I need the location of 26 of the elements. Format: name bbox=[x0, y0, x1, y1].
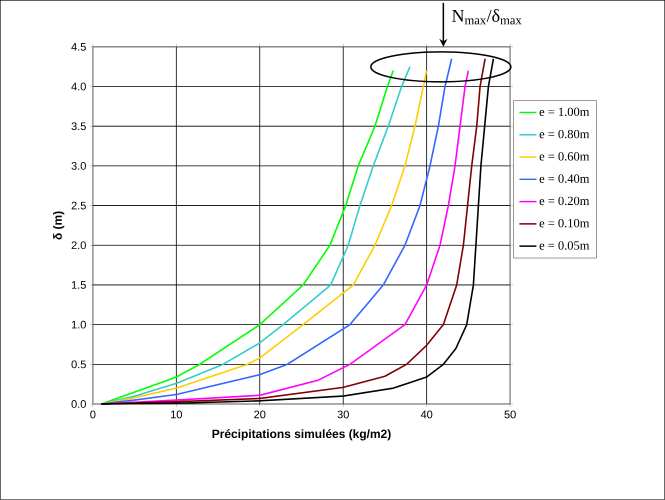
y-tick-label: 2.5 bbox=[72, 202, 86, 210]
y-tick-label: 2.0 bbox=[72, 241, 86, 250]
text: N$_{max}$/δ$_{max}$ bbox=[452, 9, 522, 24]
y-tick-label: 0.5 bbox=[72, 360, 86, 368]
y-tick-label: 0.0 bbox=[72, 400, 86, 408]
legend-label: e = 0.20m bbox=[540, 196, 590, 206]
x-tick-label: 40 bbox=[420, 410, 432, 418]
y-tick-label: 4.5 bbox=[71, 43, 86, 51]
x-tick-label: 50 bbox=[504, 410, 516, 418]
y-axis-title: δ (m) bbox=[53, 211, 64, 240]
x-tick-label: 0 bbox=[90, 410, 96, 418]
x-tick-label: 20 bbox=[254, 410, 266, 418]
legend-label: e = 1.00m bbox=[540, 108, 590, 116]
legend-label: e = 0.40m bbox=[540, 174, 590, 183]
y-tick-label: 3.5 bbox=[72, 122, 86, 130]
y-tick-label: 3.0 bbox=[72, 162, 86, 170]
legend-label: e = 0.60m bbox=[540, 152, 590, 161]
legend-label: e = 0.05m bbox=[540, 241, 590, 250]
x-axis-title: Précipitations simulées (kg/m2) bbox=[212, 429, 391, 441]
x-tick-label: 30 bbox=[338, 410, 349, 418]
y-tick-label: 1.5 bbox=[72, 281, 86, 289]
y-tick-label: 1.0 bbox=[72, 320, 86, 329]
y-tick-label: 4.0 bbox=[71, 82, 86, 90]
x-tick-label: 10 bbox=[171, 410, 182, 418]
legend-label: e = 0.80m bbox=[540, 130, 590, 138]
legend-label: e = 0.10m bbox=[540, 219, 590, 228]
